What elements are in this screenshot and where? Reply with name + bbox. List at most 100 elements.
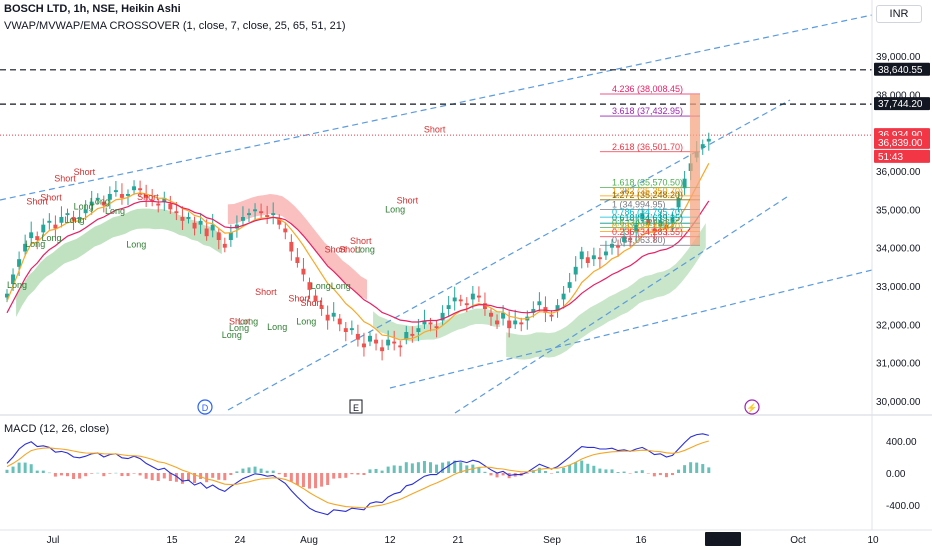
price-tick-label: 39,000.00 [876,52,921,63]
candle-body [355,333,360,340]
candle-body [307,282,312,290]
candle-body [513,320,518,325]
price-tick-label: 38,000.00 [876,90,921,101]
candle-body [168,203,173,210]
event-marker-label: E [353,403,359,413]
fib-level-label: 0.382 (34,419.40) [612,222,683,232]
candle-body [95,197,100,200]
macd-histogram-bar [652,473,656,477]
signal-label-short: Short [40,193,62,203]
candle-body [319,305,324,309]
trend-line [389,269,873,389]
candle-body [464,303,469,306]
macd-histogram-bar [59,473,63,476]
candle-body [652,228,657,233]
macd-histogram-bar [646,473,650,474]
symbol-title[interactable]: BOSCH LTD, 1h, NSE, Heikin Ashi [4,3,181,15]
macd-histogram-bar [598,468,602,473]
candle-body [198,220,203,225]
trend-line [454,194,791,414]
macd-histogram-bar [574,462,578,473]
date-tick-label: 21 [452,535,464,546]
macd-histogram-bar [592,465,596,473]
candle-body [368,335,372,342]
date-tick-label: Jul [47,535,60,546]
macd-histogram-bar [537,467,541,473]
macd-legend[interactable]: MACD (12, 26, close) [4,423,110,435]
event-marker-1[interactable]: E [349,399,363,414]
macd-histogram-bar [187,473,190,481]
macd-histogram-bar [453,460,457,473]
macd-histogram-bar [205,473,209,483]
macd-histogram-bar [47,472,51,474]
macd-histogram-bar [247,467,251,473]
macd-histogram-bar [277,473,281,475]
candle-body [597,257,602,260]
fib-level-label: 4.236 (38,008.45) [612,84,683,94]
price-tag-price_line: 36,934.90 [878,130,923,141]
candle-body [331,312,336,317]
signal-label-long: Long [25,239,45,249]
candle-body [501,312,506,319]
macd-histogram-bar [586,463,590,473]
signal-label-long: Long [355,244,375,254]
macd-histogram-bar [465,465,469,473]
price-tag-price: 36,839.00 [878,138,923,149]
candle-body [670,217,675,223]
macd-histogram-bar [392,465,396,473]
candle-body [313,295,318,302]
candle-body [434,326,439,329]
candle-body [71,217,76,221]
price-tick-label: 33,000.00 [876,282,921,293]
candle-body [380,347,385,352]
macd-histogram-bar [126,473,130,477]
signal-label-long: Long [331,281,351,291]
macd-histogram-bar [271,470,275,473]
macd-histogram-bar [217,473,221,480]
candle-body [573,266,578,275]
macd-histogram-bar [610,469,614,473]
candle-body [119,194,124,198]
macd-histogram-bar [132,473,136,474]
signal-label-long: Long [105,206,125,216]
candle-body [495,320,500,325]
macd-histogram-bar [156,473,160,481]
date-tick-label: 15 [166,535,178,546]
macd-histogram-bar [495,473,499,478]
macd-histogram-bar [447,461,451,473]
signal-labels: LongShortLongShortLongShortShortLongLong… [7,125,446,340]
candle-body [458,299,463,302]
crosshair-time-bg [705,532,741,546]
macd-histogram-bar [90,473,94,474]
signal-label-short: Short [350,236,372,246]
candle-body [11,274,16,285]
candle-body [664,224,669,229]
candle-body [422,320,427,325]
macd-histogram-bar [525,473,529,474]
candle-body [271,213,276,216]
macd-histogram-bar [193,473,197,483]
fibonacci-extension: 4.236 (38,008.45) 3.618 (37,432.95) 2.618 … [600,84,700,246]
macd-histogram-bar [689,462,693,473]
signal-label-long: Long [90,196,110,206]
macd-histogram-bar [671,473,674,476]
candle-body [41,224,46,233]
candle-body [234,224,239,229]
macd-histogram-bar [344,473,348,478]
macd-histogram-bar [332,473,336,479]
macd-histogram-bar [102,473,106,477]
candle-body [476,295,481,298]
macd-histogram-bar [241,468,245,473]
macd-histogram-bar [459,462,463,473]
candle-body [47,220,52,223]
macd-histogram-bar [301,473,305,487]
macd-pane [0,414,932,516]
currency-button[interactable]: INR [876,5,922,23]
date-tick-label: Oct [790,535,806,546]
event-marker-2[interactable]: ⚡ [744,399,760,415]
candle-body [325,314,330,321]
date-tick-label: 16 [635,535,647,546]
indicator-legend[interactable]: VWAP/MVWAP/EMA CROSSOVER (1, close, 7, c… [4,20,346,32]
event-marker-0[interactable]: D [197,399,213,415]
